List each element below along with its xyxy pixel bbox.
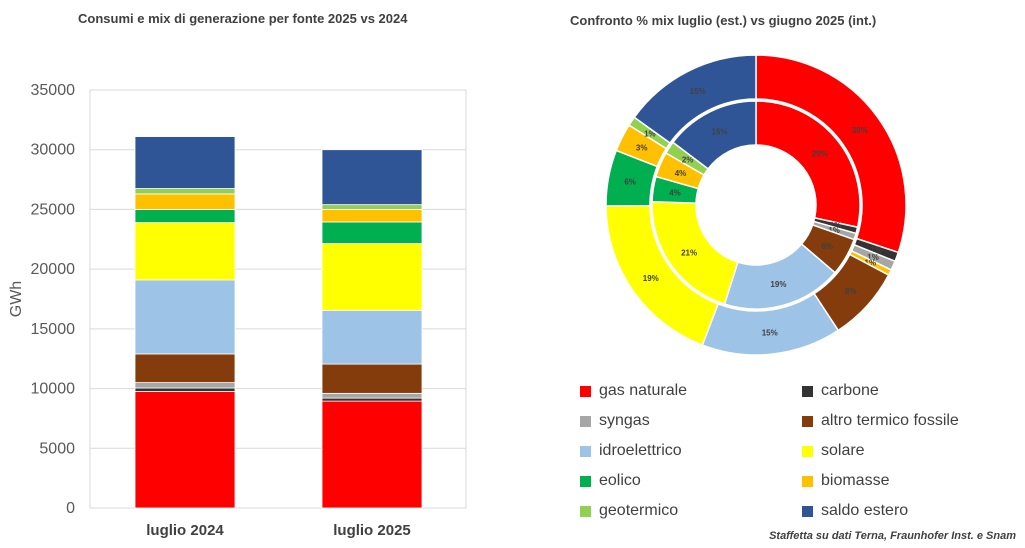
- legend-label: idroelettrico: [599, 442, 682, 459]
- bar-segment-saldo-estero: [134, 136, 236, 189]
- legend-label: geotermico: [599, 502, 679, 519]
- y-tick-label: 10000: [31, 381, 76, 398]
- bar-segment-carbone: [134, 387, 236, 392]
- y-tick-label: 30000: [31, 142, 76, 159]
- bar-segment-syngas: [134, 382, 236, 389]
- donut-chart-title: Confronto % mix luglio (est.) vs giugno …: [570, 13, 877, 28]
- legend-swatch: [802, 445, 813, 457]
- inner-ring-slice-label: 1%: [830, 221, 842, 230]
- y-tick-label: 0: [66, 500, 75, 517]
- outer-ring-slice-label: 19%: [643, 274, 659, 283]
- bar-chart-title: Consumi e mix di generazione per fonte 2…: [78, 11, 408, 26]
- inner-ring-slice-label: 19%: [770, 280, 786, 289]
- legend-item-solare: solare: [802, 442, 865, 460]
- inner-ring-slice-label: 29%: [812, 150, 828, 159]
- inner-ring-slice-saldo-estero: [671, 100, 757, 170]
- legend-swatch: [580, 415, 591, 427]
- legend-swatch: [802, 415, 813, 427]
- legend-swatch: [580, 445, 591, 457]
- bar-segment-solare: [134, 222, 236, 281]
- x-category-label: luglio 2025: [333, 522, 411, 539]
- legend-item-gas-naturale: gas naturale: [580, 382, 687, 400]
- outer-ring-slice-label: 3%: [636, 143, 648, 152]
- x-category-label: luglio 2024: [146, 522, 224, 539]
- y-tick-label: 15000: [31, 321, 76, 338]
- bar-segment-syngas: [321, 392, 423, 399]
- y-axis-label: GWh: [8, 281, 25, 317]
- legend-swatch: [580, 385, 591, 397]
- legend-label: syngas: [599, 412, 650, 429]
- legend-swatch: [802, 475, 813, 487]
- outer-ring-slice-label: 8%: [845, 287, 857, 296]
- legend-item-altro-termico-fossile: altro termico fossile: [802, 412, 959, 430]
- outer-ring-slice-label: 1%: [870, 245, 882, 254]
- inner-ring-slice-label: 4%: [675, 169, 687, 178]
- y-tick-label: 5000: [39, 440, 75, 457]
- bar-segment-idroelettrico: [321, 309, 423, 365]
- inner-ring-slice-label: 1%: [828, 226, 840, 235]
- inner-ring-slice-label: 2%: [682, 156, 694, 165]
- legend-label: eolico: [599, 472, 641, 489]
- legend-swatch: [802, 505, 813, 517]
- legend-swatch: [580, 505, 591, 517]
- legend-label: altro termico fossile: [821, 412, 959, 429]
- legend-item-idroelettrico: idroelettrico: [580, 442, 682, 460]
- stacked-bar-chart: 0 5000 10000 15000 20000 25000 30000 35000 GWh lu…: [8, 82, 467, 539]
- outer-ring-slice-saldo-estero: [633, 54, 757, 145]
- outer-ring-slice-label: 15%: [690, 87, 706, 96]
- legend-item-biomasse: biomasse: [802, 472, 889, 490]
- outer-ring-slice-label: 1%: [644, 129, 656, 138]
- outer-ring-slice-label: 15%: [762, 328, 778, 337]
- legend-item-eolico: eolico: [580, 472, 641, 490]
- legend-item-syngas: syngas: [580, 412, 650, 430]
- legend-swatch: [580, 475, 591, 487]
- bar-segment-idroelettrico: [134, 279, 236, 355]
- outer-ring-slice-label: 30%: [852, 126, 868, 135]
- y-tick-label: 25000: [31, 201, 76, 218]
- legend-item-carbone: carbone: [802, 382, 879, 400]
- inner-ring-slice-label: 4%: [669, 188, 681, 197]
- inner-ring-slice-label: 15%: [711, 128, 727, 137]
- outer-ring-slice-label: 6%: [624, 178, 636, 187]
- legend-item-geotermico: geotermico: [580, 502, 678, 520]
- outer-ring-slice-label: 1%: [867, 253, 879, 262]
- y-tick-label: 20000: [31, 261, 76, 278]
- legend-label: saldo estero: [821, 502, 909, 519]
- y-tick-label: 35000: [31, 82, 76, 99]
- legend-label: solare: [821, 442, 865, 459]
- bar-segment-altro-termico-fossile: [321, 363, 423, 394]
- bar-segment-solare: [321, 243, 423, 311]
- bar-segment-gas-naturale: [134, 391, 236, 509]
- source-credit: Staffetta su dati Terna, Fraunhofer Inst…: [769, 530, 1016, 542]
- legend-label: gas naturale: [599, 382, 688, 399]
- inner-ring-slice-gas-naturale: [755, 100, 861, 229]
- legend-label: biomasse: [821, 472, 890, 489]
- bar-segment-carbone: [321, 397, 423, 402]
- inner-ring-slice-label: 6%: [821, 242, 833, 251]
- legend-item-saldo-estero: saldo estero: [802, 502, 908, 520]
- legend-swatch: [802, 385, 813, 397]
- bar-segment-saldo-estero: [321, 149, 423, 206]
- inner-ring-slice-label: 21%: [681, 248, 697, 257]
- bar-segment-gas-naturale: [321, 400, 423, 509]
- donut-chart: 30%1%1%1%8%15%19%6%3%1%15%29%1%1%6%19%21…: [605, 54, 907, 356]
- legend-label: carbone: [821, 382, 879, 399]
- outer-ring-slice-label: 1%: [865, 259, 877, 268]
